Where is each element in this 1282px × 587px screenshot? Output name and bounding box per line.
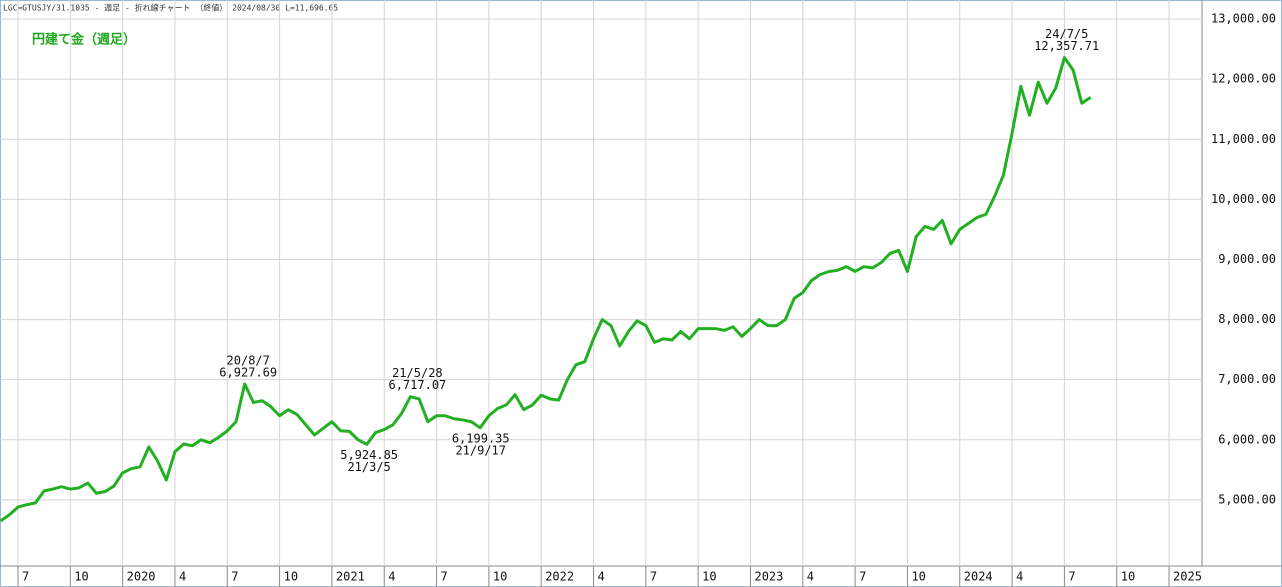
x-tick-label: 7 bbox=[650, 570, 657, 584]
header: LGC=GTUSJY/31.1035 - 週足 - 折れ線チャート （終値） 2… bbox=[3, 3, 338, 13]
y-tick-label: 5,000.00 bbox=[1218, 492, 1276, 506]
x-tick-label: 2021 bbox=[336, 570, 365, 584]
x-tick-label: 10 bbox=[493, 570, 507, 584]
y-tick-label: 6,000.00 bbox=[1218, 432, 1276, 446]
x-tick-label: 2024 bbox=[964, 570, 993, 584]
x-tick-label: 7 bbox=[231, 570, 238, 584]
x-tick-label: 2022 bbox=[545, 570, 574, 584]
x-tick-label: 10 bbox=[284, 570, 298, 584]
x-tick-label: 4 bbox=[388, 570, 395, 584]
x-tick-label: 10 bbox=[702, 570, 716, 584]
annotation-value: 12,357.71 bbox=[1034, 39, 1099, 53]
x-tick-label: 2023 bbox=[754, 570, 783, 584]
x-tick-label: 7 bbox=[22, 570, 29, 584]
chart-title: 円建て金（週足） bbox=[32, 32, 136, 48]
x-tick-label: 7 bbox=[1068, 570, 1075, 584]
annotation-value: 6,199.35 bbox=[452, 431, 510, 445]
x-tick-label: 10 bbox=[911, 570, 925, 584]
y-tick-label: 7,000.00 bbox=[1218, 372, 1276, 386]
annotation-date: 21/9/17 bbox=[455, 443, 506, 457]
y-tick-label: 9,000.00 bbox=[1218, 252, 1276, 266]
annotation-value: 6,717.07 bbox=[388, 378, 446, 392]
x-tick-label: 7 bbox=[859, 570, 866, 584]
x-tick-label: 2025 bbox=[1173, 570, 1202, 584]
x-tick-label: 7 bbox=[441, 570, 448, 584]
annotation-date: 21/5/28 bbox=[392, 366, 443, 380]
x-tick-label: 2020 bbox=[127, 570, 156, 584]
y-tick-label: 10,000.00 bbox=[1211, 192, 1276, 206]
x-tick-label: 4 bbox=[179, 570, 186, 584]
x-tick-label: 10 bbox=[1121, 570, 1135, 584]
annotation-date: 20/8/7 bbox=[227, 354, 270, 368]
x-tick-label: 4 bbox=[598, 570, 605, 584]
y-tick-label: 8,000.00 bbox=[1218, 312, 1276, 326]
x-tick-label: 4 bbox=[807, 570, 814, 584]
x-tick-label: 10 bbox=[74, 570, 88, 584]
annotation-date: 24/7/5 bbox=[1045, 27, 1088, 41]
y-tick-label: 11,000.00 bbox=[1211, 132, 1276, 146]
y-tick-label: 12,000.00 bbox=[1211, 72, 1276, 86]
annotation-value: 5,924.85 bbox=[340, 448, 398, 462]
x-tick-label: 4 bbox=[1016, 570, 1023, 584]
annotation-date: 21/3/5 bbox=[347, 460, 390, 474]
annotation-value: 6,927.69 bbox=[219, 366, 277, 380]
y-tick-label: 13,000.00 bbox=[1211, 12, 1276, 26]
price-line bbox=[0, 56, 1092, 523]
